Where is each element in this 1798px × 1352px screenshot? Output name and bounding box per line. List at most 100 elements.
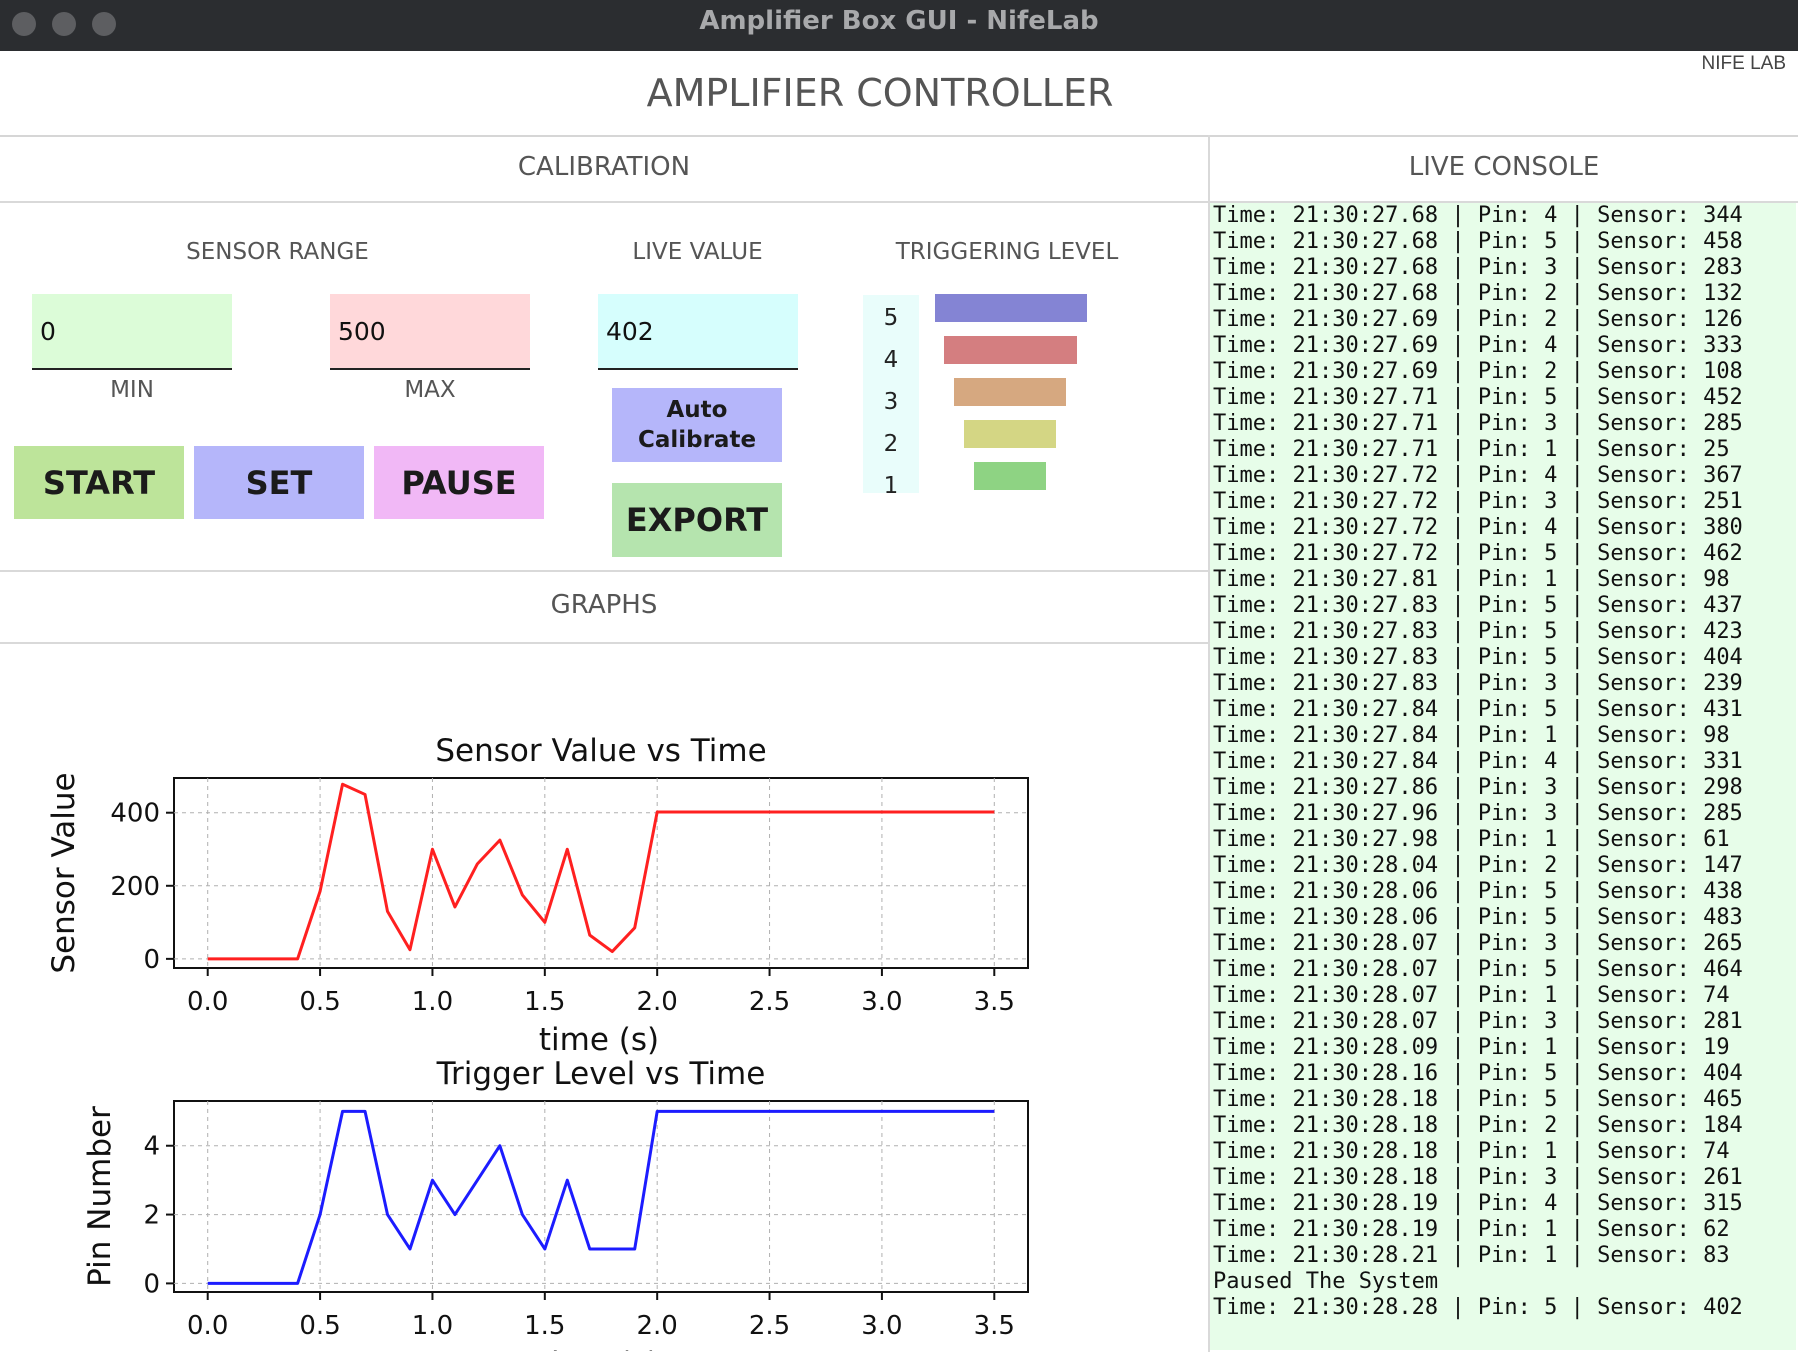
console-line: Time: 21:30:28.21 | Pin: 1 | Sensor: 83 <box>1213 1243 1730 1268</box>
level-bar-5 <box>935 294 1087 322</box>
plot-frame <box>173 1100 1029 1293</box>
console-line: Time: 21:30:28.09 | Pin: 1 | Sensor: 19 <box>1213 1035 1730 1060</box>
console-line: Time: 21:30:27.68 | Pin: 2 | Sensor: 132 <box>1213 281 1743 306</box>
console-line: Time: 21:30:27.69 | Pin: 2 | Sensor: 126 <box>1213 307 1743 332</box>
y-tick-label: 4 <box>143 1132 160 1162</box>
graphs-title: GRAPHS <box>550 590 658 620</box>
export-button[interactable]: EXPORT <box>612 483 782 557</box>
console-line: Time: 21:30:27.71 | Pin: 3 | Sensor: 285 <box>1213 411 1743 436</box>
console-line: Time: 21:30:28.06 | Pin: 5 | Sensor: 483 <box>1213 905 1743 930</box>
plot-frame <box>173 777 1029 969</box>
console-line: Time: 21:30:28.18 | Pin: 1 | Sensor: 74 <box>1213 1139 1730 1164</box>
max-input[interactable]: 500 <box>330 294 530 370</box>
panel-divider <box>1208 135 1210 1352</box>
console-line: Time: 21:30:27.83 | Pin: 3 | Sensor: 239 <box>1213 671 1743 696</box>
console-line: Time: 21:30:28.18 | Pin: 2 | Sensor: 184 <box>1213 1113 1743 1138</box>
x-tick-label: 3.5 <box>974 1311 1015 1341</box>
console-line: Time: 21:30:27.81 | Pin: 1 | Sensor: 98 <box>1213 567 1730 592</box>
x-tick-label: 0.5 <box>299 1311 340 1341</box>
sensor-range-label: SENSOR RANGE <box>186 239 369 265</box>
console-line: Time: 21:30:28.19 | Pin: 4 | Sensor: 315 <box>1213 1191 1743 1216</box>
auto-calibrate-line2: Calibrate <box>637 427 757 453</box>
max-label: MAX <box>404 377 456 403</box>
y-axis-label: Sensor Value <box>46 772 82 973</box>
y-tick-label: 400 <box>110 799 160 829</box>
x-tick-label: 1.5 <box>524 987 565 1017</box>
console-line: Time: 21:30:27.86 | Pin: 3 | Sensor: 298 <box>1213 775 1743 800</box>
console-line: Time: 21:30:28.07 | Pin: 3 | Sensor: 281 <box>1213 1009 1743 1034</box>
live-value-label: LIVE VALUE <box>632 239 763 265</box>
level-bar-3 <box>954 378 1066 406</box>
pause-button[interactable]: PAUSE <box>374 446 544 519</box>
console-line: Time: 21:30:27.68 | Pin: 3 | Sensor: 283 <box>1213 255 1743 280</box>
app-title: AMPLIFIER CONTROLLER <box>646 71 1114 115</box>
auto-calibrate-button[interactable]: Auto Calibrate <box>612 388 782 462</box>
console-line: Paused The System <box>1213 1269 1439 1294</box>
brand-label: NIFE LAB <box>1701 53 1786 74</box>
minimize-window-button[interactable] <box>52 12 76 36</box>
x-tick-label: 2.5 <box>749 987 790 1017</box>
x-tick-label: 0.5 <box>299 987 340 1017</box>
set-button[interactable]: SET <box>194 446 364 519</box>
graphs-canvas: Sensor Value vs Time 0.0 0.5 1.0 1.5 2.0 2.5 3.… <box>46 733 1029 1351</box>
console-line: Time: 21:30:27.84 | Pin: 4 | Sensor: 331 <box>1213 749 1743 774</box>
console-line: Time: 21:30:27.96 | Pin: 3 | Sensor: 285 <box>1213 801 1743 826</box>
x-tick-label: 3.0 <box>861 1311 902 1341</box>
window-title: Amplifier Box GUI - NifeLab <box>699 6 1099 36</box>
level-number: 3 <box>883 389 899 415</box>
y-tick-label: 0 <box>143 1269 160 1299</box>
trigger-level-column: 5 4 3 2 1 <box>863 295 919 499</box>
console-line: Time: 21:30:27.83 | Pin: 5 | Sensor: 423 <box>1213 619 1743 644</box>
x-tick-label: 1.0 <box>412 987 453 1017</box>
min-label: MIN <box>110 377 154 403</box>
console-line: Time: 21:30:27.71 | Pin: 1 | Sensor: 25 <box>1213 437 1730 462</box>
console-line: Time: 21:30:27.72 | Pin: 4 | Sensor: 380 <box>1213 515 1743 540</box>
maximize-window-button[interactable] <box>92 12 116 36</box>
x-tick-label: 2.0 <box>637 1311 678 1341</box>
x-tick-label: 0.0 <box>187 1311 228 1341</box>
console-line: Time: 21:30:27.68 | Pin: 4 | Sensor: 344 <box>1213 203 1743 228</box>
x-axis-label: time (s) <box>539 1022 659 1058</box>
level-number: 5 <box>883 305 899 331</box>
calibration-divider <box>0 201 1208 203</box>
console-line: Time: 21:30:28.19 | Pin: 1 | Sensor: 62 <box>1213 1217 1730 1242</box>
console-line: Time: 21:30:27.98 | Pin: 1 | Sensor: 61 <box>1213 827 1730 852</box>
console-line: Time: 21:30:27.71 | Pin: 5 | Sensor: 452 <box>1213 385 1743 410</box>
x-tick-label: 3.0 <box>861 987 902 1017</box>
level-bar-4 <box>944 336 1077 364</box>
live-console[interactable]: Time: 21:30:27.68 | Pin: 4 | Sensor: 344… <box>1210 203 1796 1350</box>
console-line: Time: 21:30:28.18 | Pin: 5 | Sensor: 465 <box>1213 1087 1743 1112</box>
series-line <box>207 1109 995 1285</box>
y-tick-label: 200 <box>110 872 160 902</box>
start-button[interactable]: START <box>14 446 184 519</box>
chart-title: Sensor Value vs Time <box>435 733 766 769</box>
console-line: Time: 21:30:27.72 | Pin: 3 | Sensor: 251 <box>1213 489 1743 514</box>
console-line: Time: 21:30:28.07 | Pin: 3 | Sensor: 265 <box>1213 931 1743 956</box>
auto-calibrate-line1: Auto <box>666 397 728 423</box>
console-line: Time: 21:30:28.04 | Pin: 2 | Sensor: 147 <box>1213 853 1743 878</box>
x-tick-label: 2.5 <box>749 1311 790 1341</box>
console-line: Time: 21:30:27.68 | Pin: 5 | Sensor: 458 <box>1213 229 1743 254</box>
x-tick-label: 2.0 <box>637 987 678 1017</box>
console-divider <box>1210 201 1798 203</box>
graphs-divider <box>0 642 1208 644</box>
console-line: Time: 21:30:27.84 | Pin: 5 | Sensor: 431 <box>1213 697 1743 722</box>
close-window-button[interactable] <box>12 12 36 36</box>
level-number: 2 <box>883 431 899 457</box>
level-number: 4 <box>883 347 899 373</box>
console-line: Time: 21:30:27.83 | Pin: 5 | Sensor: 437 <box>1213 593 1743 618</box>
level-bar-2 <box>964 420 1056 448</box>
console-line: Time: 21:30:27.83 | Pin: 5 | Sensor: 404 <box>1213 645 1743 670</box>
calibration-title: CALIBRATION <box>517 152 691 182</box>
min-input[interactable]: 0 <box>32 294 232 370</box>
x-tick-label: 1.0 <box>412 1311 453 1341</box>
x-tick-label: 0.0 <box>187 987 228 1017</box>
graphs-top-divider <box>0 570 1208 572</box>
console-title: LIVE CONSOLE <box>1408 152 1600 182</box>
console-line: Time: 21:30:27.69 | Pin: 4 | Sensor: 333 <box>1213 333 1743 358</box>
console-line: Time: 21:30:28.18 | Pin: 3 | Sensor: 261 <box>1213 1165 1743 1190</box>
live-value-display: 402 <box>598 294 798 370</box>
app-window: AMPLIFIER CONTROLLER NIFE LAB CALIBRATIO… <box>0 51 1798 1352</box>
console-line: Time: 21:30:27.72 | Pin: 4 | Sensor: 367 <box>1213 463 1743 488</box>
console-line: Time: 21:30:27.84 | Pin: 1 | Sensor: 98 <box>1213 723 1730 748</box>
